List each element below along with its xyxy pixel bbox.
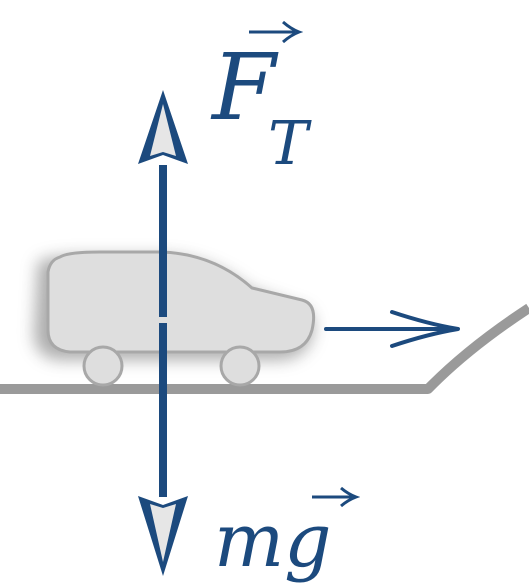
weight-label: mg xyxy=(214,480,360,584)
upward-force-symbol: F xyxy=(212,34,276,141)
car-rear-wheel xyxy=(82,345,124,387)
car-body xyxy=(46,250,316,354)
upward-force-arrow xyxy=(138,90,188,317)
weight-force-arrow xyxy=(138,323,188,576)
right-arrow-icon xyxy=(324,310,460,348)
vector-arrow-icon xyxy=(249,20,303,44)
weight-symbol: mg xyxy=(214,498,332,584)
upward-force-subscript: T xyxy=(268,109,309,179)
car-side-icon xyxy=(34,250,316,387)
ground-line xyxy=(0,303,529,394)
upward-force-label: F T xyxy=(212,18,332,174)
car-front-wheel xyxy=(219,345,261,387)
vector-arrow-icon xyxy=(312,486,360,508)
